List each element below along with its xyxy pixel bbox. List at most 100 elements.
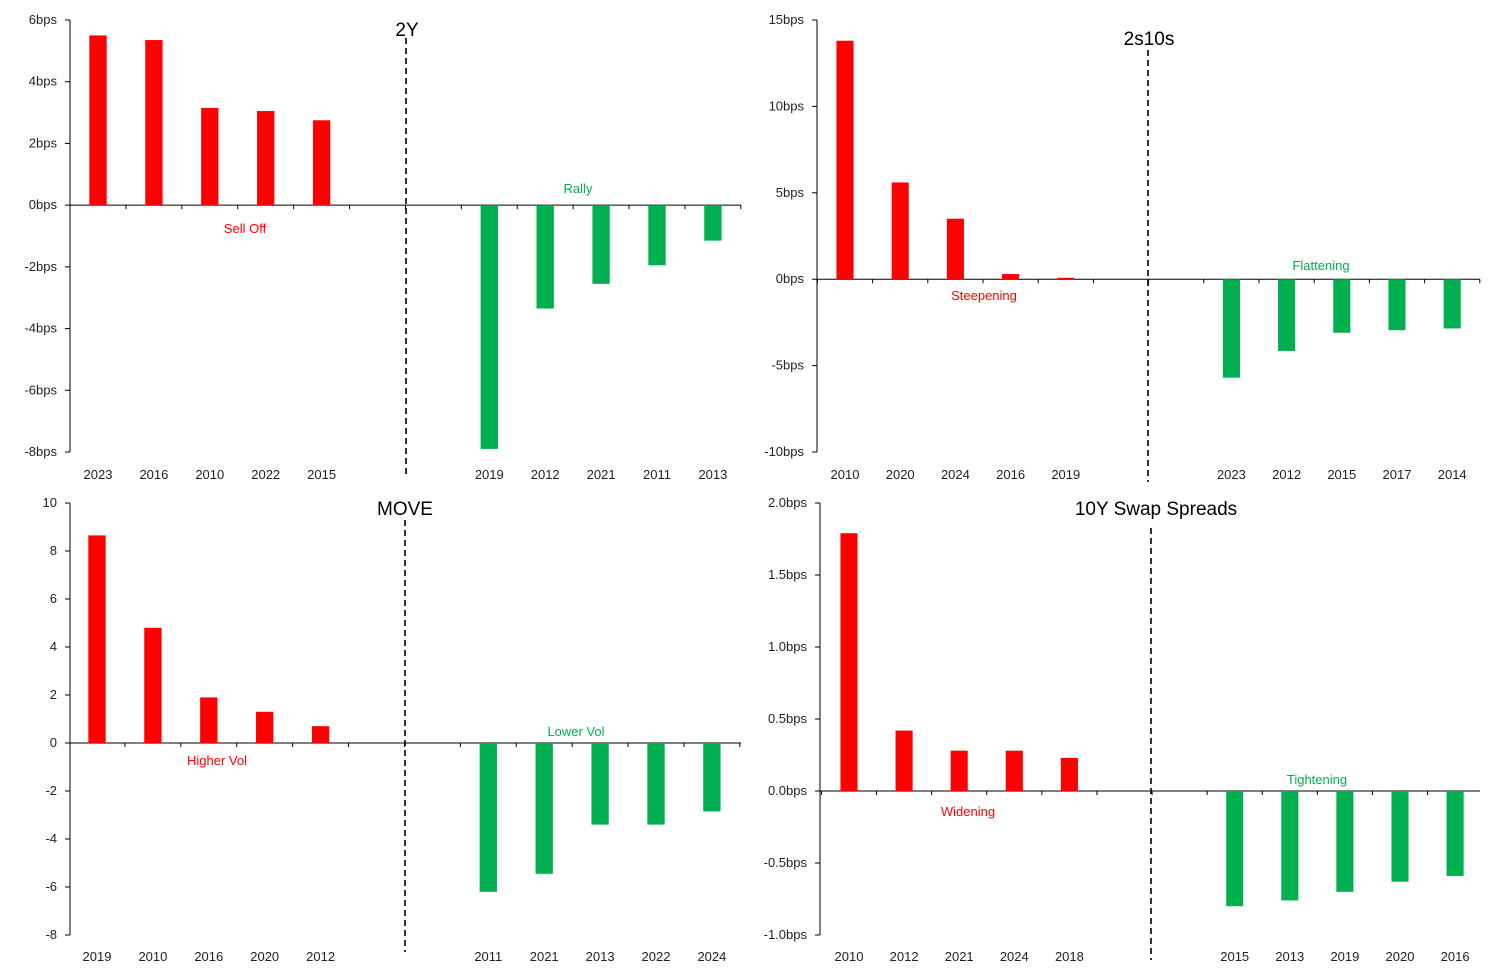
bar	[1060, 757, 1078, 791]
bar	[201, 107, 219, 206]
y-tick-label: -1.0bps	[764, 927, 808, 942]
x-category-label: 2012	[890, 949, 919, 964]
x-category-label: 2016	[996, 467, 1025, 482]
bar	[704, 205, 722, 241]
x-category-label: 2011	[474, 949, 502, 964]
bar	[1388, 279, 1406, 331]
x-category-label: 2023	[84, 467, 113, 482]
y-tick-label: -6bps	[24, 382, 57, 397]
y-tick-label: -2bps	[24, 259, 57, 274]
chart-title: 2s10s	[1124, 29, 1175, 50]
annotation-positive: Steepening	[951, 288, 1017, 303]
bar	[895, 730, 913, 791]
x-category-label: 2021	[530, 949, 559, 964]
x-category-label: 2015	[1327, 467, 1356, 482]
x-category-label: 2016	[139, 467, 168, 482]
annotation-negative: Lower Vol	[547, 724, 604, 739]
y-tick-label: 1.5bps	[768, 567, 808, 582]
annotation-positive: Sell Off	[224, 221, 267, 236]
panel-2s10s: 15bps 10bps 5bps 0bps -5bps -10bps 2010 2020 202…	[764, 12, 1481, 482]
bar	[946, 218, 964, 280]
y-tick-label: 10bps	[769, 98, 805, 113]
y-tick-label: -5bps	[771, 358, 804, 373]
x-category-label: 2024	[941, 467, 970, 482]
x-category-label: 2020	[250, 949, 279, 964]
y-tick-label: 5bps	[776, 185, 805, 200]
bar	[840, 533, 858, 791]
bar	[535, 743, 553, 874]
bar	[1391, 791, 1409, 882]
chart-title: MOVE	[377, 499, 433, 520]
x-category-label: 2010	[835, 949, 864, 964]
bar	[256, 711, 274, 743]
bar	[479, 743, 497, 892]
y-tick-label: -0.5bps	[764, 855, 808, 870]
bar	[1281, 791, 1299, 901]
bar	[1336, 791, 1354, 892]
x-category-label: 2013	[1275, 949, 1304, 964]
x-category-label: 2010	[195, 467, 224, 482]
bar	[1057, 277, 1075, 280]
x-category-label: 2021	[945, 949, 974, 964]
y-tick-label: 4	[50, 639, 57, 654]
y-tick-label: 1.0bps	[768, 639, 808, 654]
x-category-label: 2020	[1386, 949, 1415, 964]
y-tick-label: 0.0bps	[768, 783, 808, 798]
bar	[647, 743, 665, 825]
x-category-label: 2012	[306, 949, 335, 964]
y-tick-label: 0.5bps	[768, 711, 808, 726]
y-tick-label: 2bps	[29, 135, 58, 150]
bar	[1226, 791, 1244, 907]
y-tick-label: 8	[50, 543, 57, 558]
bar	[200, 697, 218, 743]
x-category-label: 2016	[1441, 949, 1470, 964]
bar	[144, 627, 162, 743]
annotation-negative: Tightening	[1287, 772, 1347, 787]
bar	[145, 40, 163, 206]
bar	[257, 111, 275, 206]
y-tick-label: 0bps	[29, 197, 58, 212]
y-tick-label: 2.0bps	[768, 495, 808, 510]
y-tick-label: -8	[45, 927, 57, 942]
x-category-label: 2013	[698, 467, 727, 482]
y-tick-label: 0bps	[776, 271, 805, 286]
bar	[592, 205, 610, 284]
x-category-label: 2021	[587, 467, 616, 482]
x-category-label: 2022	[251, 467, 280, 482]
x-category-label: 2015	[307, 467, 336, 482]
bar	[1005, 750, 1023, 791]
x-category-label: 2015	[1220, 949, 1249, 964]
y-tick-label: 2	[50, 687, 57, 702]
x-category-label: 2018	[1055, 949, 1084, 964]
y-tick-label: 4bps	[29, 74, 58, 89]
bar	[1443, 279, 1461, 329]
bar	[1278, 279, 1296, 351]
x-category-label: 2023	[1217, 467, 1246, 482]
panel-10y-swap-spreads: 2.0bps 1.5bps 1.0bps 0.5bps 0.0bps -0.5bps -1.…	[764, 495, 1480, 964]
x-category-label: 2010	[831, 467, 860, 482]
panel-move: 10 8 6 4 2 0 -2 -4 -6 -8 2019 2010 2016 2020 2012 2011 2…	[43, 495, 741, 964]
bar	[950, 750, 968, 791]
bar	[836, 40, 854, 280]
x-category-label: 2014	[1438, 467, 1467, 482]
x-category-label: 2010	[138, 949, 167, 964]
annotation-negative: Flattening	[1292, 258, 1349, 273]
x-category-label: 2019	[1051, 467, 1080, 482]
y-tick-label: -2	[45, 783, 57, 798]
y-tick-label: 6	[50, 591, 57, 606]
bar	[891, 182, 909, 280]
x-category-label: 2012	[531, 467, 560, 482]
y-tick-label: 15bps	[769, 12, 805, 27]
chart-title: 10Y Swap Spreads	[1075, 499, 1237, 520]
bar	[89, 35, 107, 206]
x-category-label: 2016	[194, 949, 223, 964]
y-tick-label: -4	[45, 831, 57, 846]
y-tick-label: 10	[43, 495, 57, 510]
bar	[1446, 791, 1464, 876]
y-tick-label: 0	[50, 735, 57, 750]
x-category-label: 2017	[1383, 467, 1412, 482]
x-category-label: 2011	[643, 467, 671, 482]
x-category-label: 2019	[83, 949, 112, 964]
x-category-label: 2024	[1000, 949, 1029, 964]
